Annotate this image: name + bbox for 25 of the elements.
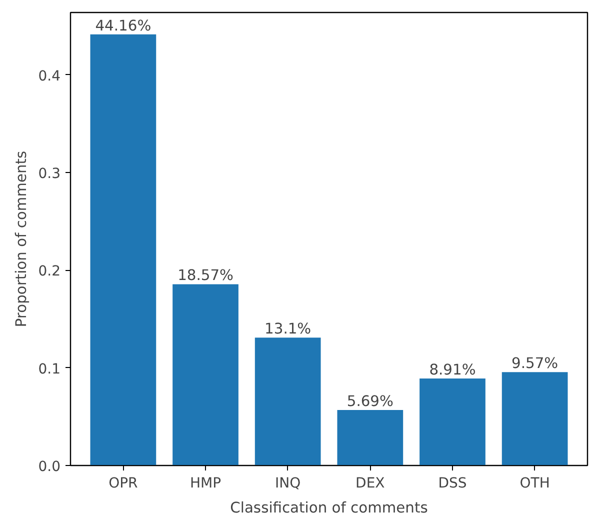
data-label: 8.91% bbox=[429, 362, 476, 379]
y-tick-label: 0.0 bbox=[38, 459, 60, 475]
y-tick-label: 0.1 bbox=[38, 361, 60, 378]
data-label: 18.57% bbox=[178, 267, 234, 284]
data-label: 44.16% bbox=[95, 17, 152, 34]
bar bbox=[90, 34, 156, 466]
bar bbox=[420, 378, 486, 466]
x-tick-label: OPR bbox=[108, 476, 138, 492]
bar bbox=[502, 372, 568, 466]
bar bbox=[254, 338, 321, 466]
bar bbox=[337, 410, 404, 466]
x-tick-label: DSS bbox=[438, 476, 467, 492]
data-label: 5.69% bbox=[346, 392, 394, 410]
y-tick-label: 0.4 bbox=[38, 68, 61, 84]
x-tick-label: INQ bbox=[275, 476, 301, 492]
x-axis-title: Classification of comments bbox=[230, 500, 428, 516]
y-axis-title: Proportion of comments bbox=[13, 150, 30, 328]
y-tick-label: 0.3 bbox=[38, 166, 60, 182]
x-tick-label: HMP bbox=[190, 476, 222, 492]
x-tick-label: DEX bbox=[356, 476, 386, 492]
bar bbox=[172, 284, 238, 466]
data-label: 13.1% bbox=[264, 320, 312, 338]
data-label: 9.57% bbox=[512, 355, 558, 372]
y-tick-label: 0.2 bbox=[38, 264, 60, 280]
x-tick-label: OTH bbox=[520, 476, 550, 492]
